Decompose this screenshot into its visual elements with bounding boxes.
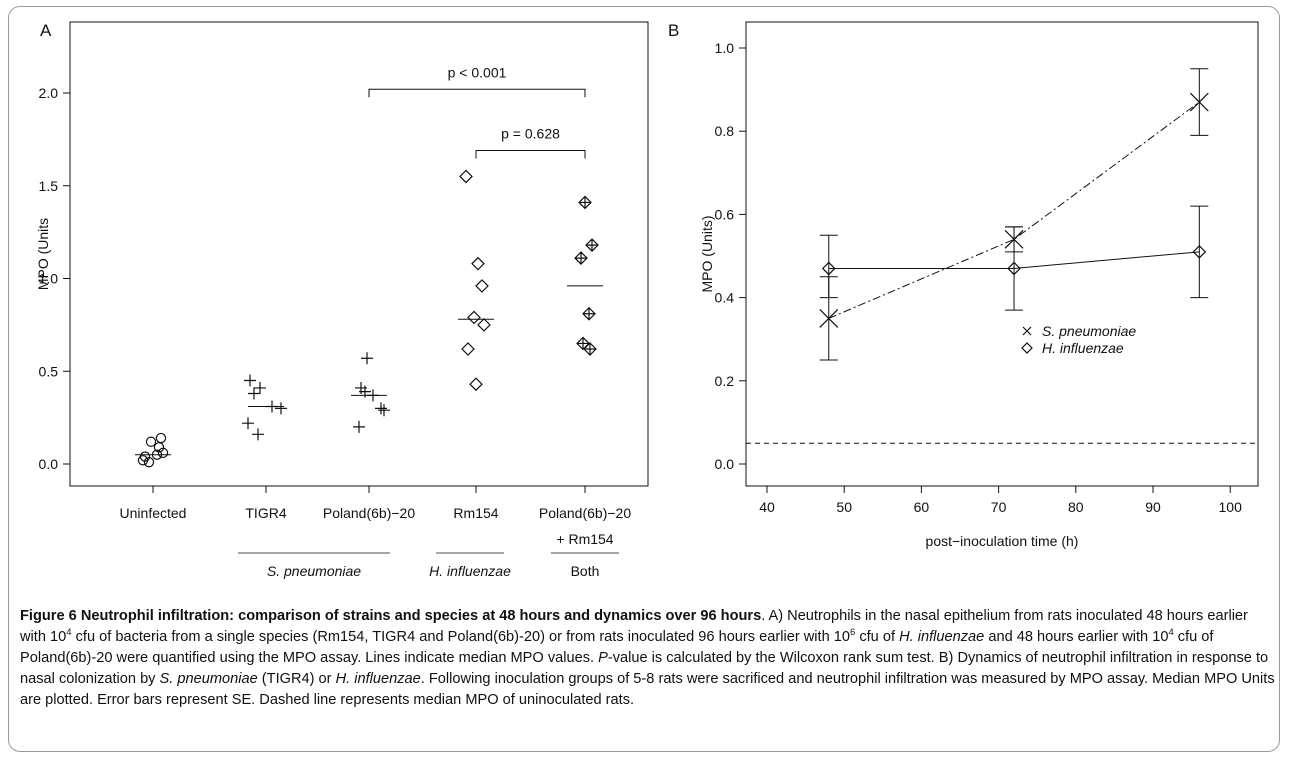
data-point — [244, 375, 256, 387]
y-tick-label: 1.5 — [39, 178, 59, 194]
legend-marker — [1023, 327, 1031, 335]
data-point — [584, 343, 596, 355]
data-point — [462, 343, 474, 355]
group-label: Both — [571, 563, 600, 579]
data-point — [254, 382, 266, 394]
data-point — [478, 319, 490, 331]
data-point — [156, 433, 165, 442]
data-point — [248, 388, 260, 400]
legend-label: S. pneumoniae — [1042, 323, 1136, 339]
group-label: S. pneumoniae — [267, 563, 361, 579]
plot-frame — [746, 22, 1258, 486]
x-tick-label: Poland(6b)−20 — [539, 505, 631, 521]
data-point — [146, 437, 155, 446]
caption-title: Figure 6 Neutrophil infiltration: compar… — [20, 608, 761, 624]
figure-caption: Figure 6 Neutrophil infiltration: compar… — [20, 606, 1276, 711]
data-point — [275, 402, 287, 414]
legend-marker — [1022, 343, 1032, 353]
x-tick-label: 90 — [1145, 499, 1161, 515]
significance-bracket — [369, 89, 585, 97]
group-label: H. influenzae — [429, 563, 511, 579]
plot-frame — [70, 22, 648, 486]
data-point — [579, 196, 591, 208]
error-bar — [820, 235, 838, 297]
x-tick-label: 40 — [759, 499, 775, 515]
x-tick-label: 70 — [991, 499, 1007, 515]
p-value-label: p = 0.628 — [501, 126, 560, 142]
y-tick-label: 2.0 — [39, 85, 59, 101]
x-tick-label: 60 — [914, 499, 930, 515]
caption-species: S. pneumoniae — [160, 671, 258, 687]
figure-panels: A B 0.0 0.5 1.0 1.5 2.0 Uninfected TIGR4 Poland… — [0, 0, 1290, 600]
data-point — [586, 239, 598, 251]
y-axis-label: MPO (Units) — [699, 216, 715, 293]
data-point — [575, 252, 587, 264]
caption-text: cfu of — [855, 629, 899, 645]
y-tick-label: 0.2 — [715, 373, 735, 389]
y-tick-label: 0.8 — [715, 123, 735, 139]
x-tick-label: Rm154 — [453, 505, 498, 521]
panel-a-label: A — [40, 21, 52, 40]
y-axis-label: MPO (Units — [35, 218, 51, 290]
data-point — [472, 258, 484, 270]
y-tick-label: 0.0 — [39, 456, 59, 472]
data-point — [476, 280, 488, 292]
y-tick-label: 0.4 — [715, 290, 735, 306]
x-tick-label: TIGR4 — [245, 505, 286, 521]
data-point — [378, 404, 390, 416]
caption-p-symbol: P — [598, 650, 608, 666]
y-tick-label: 1.0 — [715, 40, 735, 56]
p-value-label: p < 0.001 — [448, 64, 507, 80]
caption-text: and 48 hours earlier with 10 — [984, 629, 1168, 645]
data-point — [577, 337, 589, 349]
x-tick-label: + Rm154 — [556, 531, 613, 547]
caption-species: H. influenzae — [899, 629, 984, 645]
caption-species: H. influenzae — [336, 671, 421, 687]
panel-b-label: B — [668, 21, 679, 40]
data-point — [375, 402, 387, 414]
x-tick-label: Poland(6b)−20 — [323, 505, 415, 521]
y-tick-label: 0.6 — [715, 206, 735, 222]
data-point — [583, 308, 595, 320]
panel-b-chart: 0.0 0.2 0.4 0.6 0.8 1.0 40 50 60 70 80 90 100 post−in… — [699, 22, 1258, 549]
caption-text: cfu of bacteria from a single species (R… — [72, 629, 850, 645]
x-tick-label: Uninfected — [120, 505, 187, 521]
x-tick-label: 50 — [836, 499, 852, 515]
y-tick-label: 0.5 — [39, 363, 59, 379]
legend-label: H. influenzae — [1042, 340, 1124, 356]
caption-text: (TIGR4) or — [258, 671, 336, 687]
data-point — [470, 378, 482, 390]
significance-bracket — [476, 151, 585, 159]
y-tick-label: 0.0 — [715, 456, 735, 472]
x-tick-label: 80 — [1068, 499, 1084, 515]
x-axis-label: post−inoculation time (h) — [926, 533, 1079, 549]
data-point — [468, 311, 480, 323]
data-point — [252, 428, 264, 440]
data-point — [361, 352, 373, 364]
data-point — [353, 421, 365, 433]
x-tick-label: 100 — [1219, 499, 1243, 515]
data-point — [242, 417, 254, 429]
data-point — [460, 170, 472, 182]
